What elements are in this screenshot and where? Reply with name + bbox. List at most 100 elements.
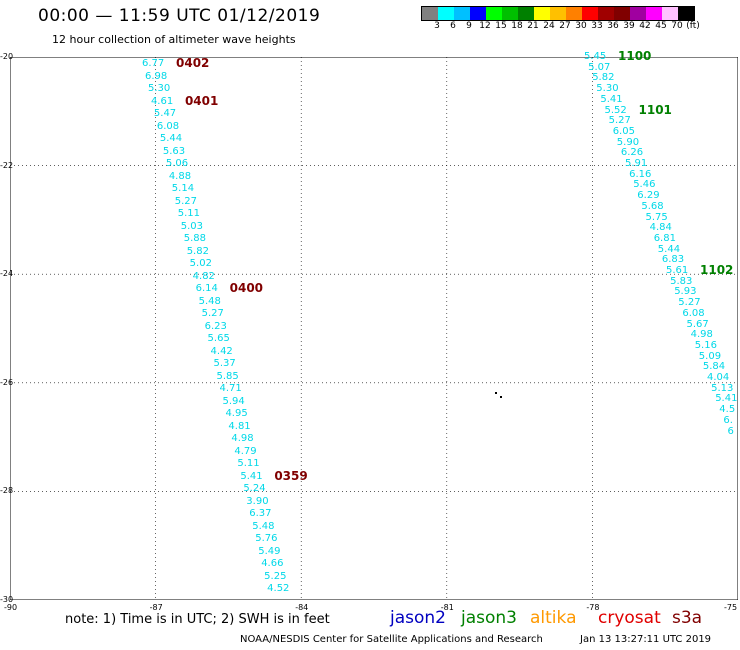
lat-tick-label: -30 — [0, 595, 14, 604]
color-swatch — [646, 7, 662, 20]
wave-height-value: 5.27 — [174, 195, 198, 207]
color-legend-tick: 27 — [559, 21, 571, 31]
wave-height-value: 6.08 — [682, 307, 705, 319]
wave-height-value: 5.46 — [633, 179, 656, 191]
wave-height-value: 5.09 — [698, 350, 722, 362]
wave-height-value: 5.07 — [588, 61, 611, 73]
wave-height-value: 5.48 — [252, 520, 275, 532]
color-swatch — [502, 7, 518, 20]
lon-tick-label: -84 — [295, 603, 309, 612]
wave-height-value: 5.76 — [255, 533, 278, 544]
wave-height-value: 5.61 — [666, 265, 689, 276]
lon-tick-label: -78 — [586, 603, 600, 612]
wave-height-value: 6.08 — [156, 120, 180, 132]
wave-height-value: 6.77 — [142, 58, 165, 69]
lon-tick-label: -87 — [149, 603, 163, 612]
wave-height-value: 5.11 — [237, 458, 260, 469]
wave-height-value: 5.41 — [715, 393, 738, 405]
color-legend-tick: 24 — [543, 21, 555, 31]
pass-time-label: 1102 — [700, 263, 734, 277]
wave-height-value: 5.82 — [186, 245, 209, 257]
wave-height-value: 4.81 — [228, 420, 251, 432]
wave-height-value: 6.16 — [629, 168, 652, 180]
lat-tick-label: -26 — [0, 377, 14, 387]
wave-height-value: 6.83 — [661, 254, 685, 266]
color-legend-tick: 42 — [639, 21, 651, 31]
pass-time-label: 0400 — [229, 281, 264, 295]
color-legend-tick: 15 — [495, 21, 507, 31]
color-legend-tick: (ft) — [686, 21, 700, 31]
wave-height-value: 5.30 — [596, 83, 619, 95]
wave-height-value: 5.93 — [674, 286, 697, 298]
color-legend-tick: 6 — [450, 21, 456, 31]
wave-height-value: 6.05 — [612, 125, 635, 137]
color-legend-tick: 18 — [511, 21, 523, 31]
wave-height-value: 3.90 — [246, 495, 269, 507]
color-swatch — [518, 7, 534, 20]
wave-height-value: 5.88 — [183, 233, 206, 244]
wave-height-value: 5.37 — [213, 358, 236, 369]
wave-height-value: 5.13 — [711, 382, 734, 394]
color-swatch — [630, 7, 646, 20]
wave-height-value: 6.29 — [637, 190, 660, 202]
wave-height-value: 6.98 — [144, 70, 168, 82]
color-legend-tick: 36 — [607, 21, 619, 31]
page-title: 00:00 — 11:59 UTC 01/12/2019 — [38, 6, 321, 26]
color-legend-tick: 12 — [479, 21, 491, 31]
wave-height-value: 4.42 — [210, 345, 233, 357]
wave-height-value: 5.47 — [153, 108, 177, 119]
color-legend-tick: 70 — [671, 21, 683, 31]
wave-height-value: 4.84 — [649, 222, 672, 234]
timestamp-text: Jan 13 13:27:11 UTC 2019 — [580, 634, 712, 645]
lat-tick-label: -24 — [0, 269, 14, 279]
color-swatch — [582, 7, 598, 20]
color-swatch — [614, 7, 630, 20]
wave-height-value: 4.61 — [150, 95, 174, 107]
pass-time-label: 1101 — [638, 102, 672, 117]
wave-height-value: 5.49 — [258, 545, 281, 557]
color-swatch — [438, 7, 454, 20]
wave-height-value: 4.66 — [261, 558, 284, 569]
grid-lines — [10, 57, 738, 600]
wave-height-value: 6.26 — [620, 147, 644, 159]
color-swatch — [470, 7, 486, 20]
color-swatch — [566, 7, 582, 20]
wave-height-value: 4.04 — [707, 372, 730, 383]
color-legend-tick: 21 — [527, 21, 539, 31]
satellite-legend-item: altika — [530, 608, 577, 628]
wave-height-value: 5.27 — [678, 297, 701, 309]
pass-time-label: 1100 — [618, 49, 652, 63]
wave-height-value: 5.67 — [686, 318, 709, 330]
wave-height-value: 6.23 — [204, 320, 227, 332]
wave-height-value: 5.27 — [608, 115, 631, 127]
wave-height-value: 5.90 — [616, 136, 640, 148]
color-legend-tick: 39 — [623, 21, 635, 31]
wave-height-value: 4.98 — [231, 433, 254, 444]
color-swatch — [550, 7, 566, 20]
color-swatch — [678, 7, 694, 20]
wave-height-value: 5.30 — [147, 83, 171, 94]
wave-height-value: 5.27 — [201, 308, 224, 319]
wave-height-value: 4.95 — [225, 408, 248, 419]
wave-height-value: 5.75 — [645, 211, 668, 223]
wave-height-value: 6. — [723, 414, 733, 426]
wave-height-value: 4.79 — [234, 445, 257, 457]
pass-time-label: 0402 — [176, 56, 210, 70]
satellite-legend-item: s3a — [672, 608, 703, 628]
wave-height-value: 5.84 — [702, 361, 726, 373]
satellite-legend-item: cryosat — [598, 608, 661, 628]
wave-height-value: 4.71 — [219, 383, 242, 394]
wave-height-value: 6.14 — [195, 283, 218, 294]
satellite-legend-item: jason2 — [390, 608, 446, 628]
wave-height-value: 5.03 — [180, 220, 203, 232]
color-legend-tick: 45 — [655, 21, 667, 31]
wave-height-value: 5.02 — [189, 258, 212, 269]
wave-height-value: 5.24 — [243, 483, 266, 494]
wave-height-value: 5.63 — [162, 145, 186, 157]
lat-tick-label: -20 — [0, 52, 14, 61]
wave-height-value: 5.25 — [264, 570, 287, 582]
color-swatch — [598, 7, 614, 20]
wave-height-value: 4.88 — [168, 170, 192, 182]
wave-height-value: 4.52 — [267, 583, 290, 594]
footer-note: note: 1) Time is in UTC; 2) SWH is in fe… — [65, 612, 330, 627]
